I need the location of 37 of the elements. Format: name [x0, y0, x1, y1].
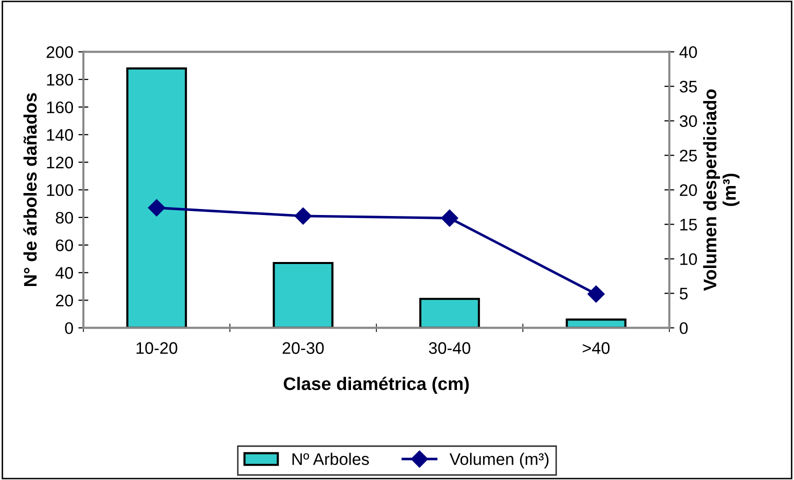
- y2-tick-label: 40: [679, 46, 697, 58]
- x-tick-label: 30-40: [428, 342, 470, 354]
- y-tick-label: 140: [47, 129, 73, 141]
- y-tick-label: 100: [47, 184, 73, 196]
- y-tick-label: 200: [46, 46, 73, 58]
- bar: [272, 262, 334, 328]
- legend-label: Volumen (m³): [450, 452, 548, 468]
- y2-tick-label: 5: [680, 288, 688, 300]
- y-tick-label: 60: [56, 239, 73, 252]
- y-tick-label: 160: [47, 101, 73, 114]
- bar: [126, 67, 187, 328]
- legend-label: Nº Arboles: [292, 452, 369, 466]
- y2-tick-label: 15: [680, 218, 697, 231]
- x-tick-label: 20-30: [282, 342, 324, 354]
- point: [588, 285, 605, 303]
- y2-tick-label: 10: [680, 253, 697, 266]
- y-tick-label: 180: [47, 74, 73, 86]
- y-axis-title: N° de árboles dañados: [23, 93, 37, 286]
- y2-tick-label: 35: [680, 80, 697, 93]
- bar: [566, 318, 626, 328]
- y2-tick-label: 0: [680, 322, 688, 334]
- y2-tick-label: 20: [680, 184, 697, 196]
- y2-tick-label: 25: [680, 150, 697, 162]
- y-tick-label: 40: [55, 267, 73, 279]
- y-tick-label: 20: [56, 294, 73, 306]
- y2-axis-title: Volumen desperdiciado (m³): [703, 89, 740, 291]
- point: [148, 199, 166, 216]
- point: [294, 208, 312, 225]
- x-tick-label: 10-20: [136, 342, 178, 354]
- bar: [419, 298, 480, 328]
- y2-tick-label: 30: [680, 115, 697, 128]
- y-tick-label: 120: [47, 156, 73, 168]
- y-tick-label: 80: [56, 212, 73, 224]
- x-axis-title: Clase diamétrica (cm): [284, 376, 469, 394]
- x-tick-label: >40: [582, 342, 610, 354]
- point: [441, 210, 458, 227]
- y-tick-label: 0: [65, 322, 73, 334]
